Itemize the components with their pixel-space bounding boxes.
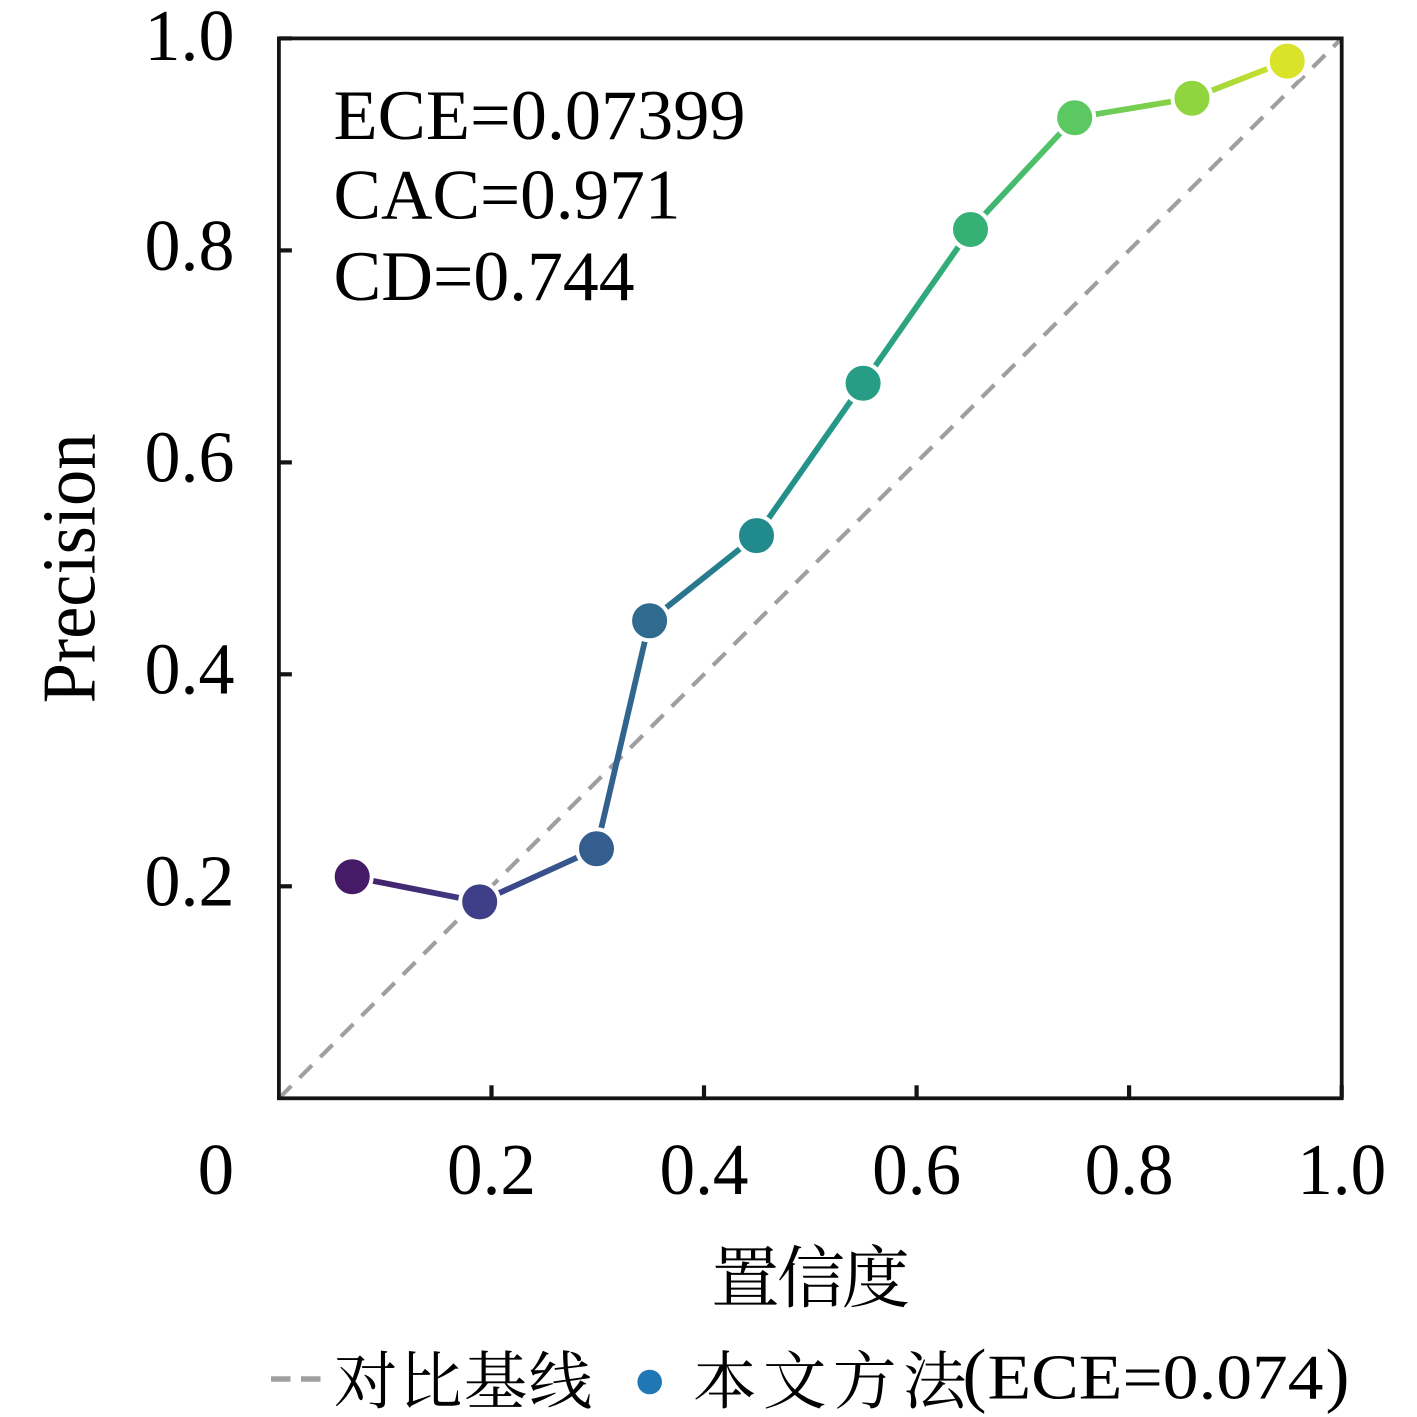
svg-text:0.2: 0.2 — [145, 841, 235, 922]
svg-text:1.0: 1.0 — [1297, 1129, 1386, 1210]
svg-text:(: ( — [963, 1335, 987, 1415]
svg-text:0.4: 0.4 — [145, 629, 235, 710]
svg-text:CD=0.744: CD=0.744 — [334, 238, 635, 316]
svg-text:ECE=0.07399: ECE=0.07399 — [334, 77, 746, 155]
svg-text:0.6: 0.6 — [145, 417, 235, 498]
svg-text:1.0: 1.0 — [145, 0, 235, 76]
svg-text:Precision: Precision — [28, 433, 112, 703]
svg-text:): ) — [1326, 1335, 1350, 1415]
svg-text:0.8: 0.8 — [1085, 1129, 1174, 1210]
svg-text:0.2: 0.2 — [447, 1129, 536, 1210]
svg-text:0.8: 0.8 — [145, 205, 235, 286]
svg-text:0.6: 0.6 — [872, 1129, 961, 1210]
svg-text:0: 0 — [198, 1129, 235, 1210]
svg-text:0.4: 0.4 — [660, 1129, 749, 1210]
svg-text:ECE=0.074: ECE=0.074 — [988, 1342, 1324, 1413]
svg-text:CAC=0.971: CAC=0.971 — [334, 157, 681, 235]
